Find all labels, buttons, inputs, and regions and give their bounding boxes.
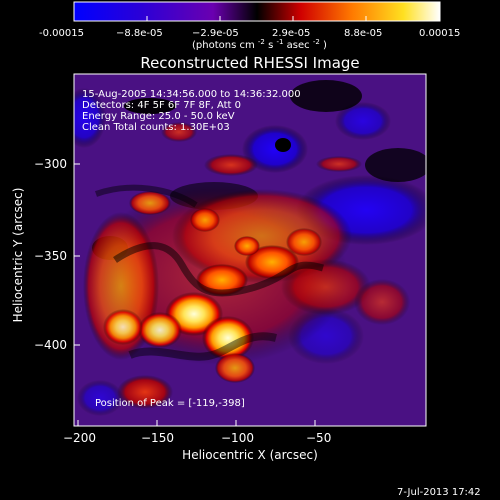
y-axis: −300 −350 −400 Heliocentric Y (arcsec): [11, 157, 80, 352]
colorbar-units-sup-3: -2: [313, 38, 320, 46]
colorbar-units-sup-1: -2: [258, 38, 265, 46]
colorbar-units-close: ): [323, 40, 327, 51]
right-warm-blob: [281, 259, 371, 315]
hot-knot-left: [103, 309, 143, 345]
y-tick-label-3: −400: [34, 338, 67, 352]
colorbar-tick-label-5: 8.8e-05: [344, 28, 382, 39]
x-tick-label-3: −100: [221, 431, 254, 445]
red-blob-bottom-left: [117, 375, 173, 409]
colorbar-units-end: asec: [287, 40, 310, 51]
warm-knot-top-left: [129, 191, 171, 215]
hot-knot-main-2: [138, 312, 182, 348]
dark-band-top: [124, 98, 176, 114]
annotation-time-range: 15-Aug-2005 14:34:56.000 to 14:36:32.000: [82, 89, 301, 100]
x-tick-label-2: −150: [141, 431, 174, 445]
dark-spot-top: [275, 138, 291, 152]
x-tick-label-4: −50: [306, 431, 331, 445]
dark-contour-1: [113, 242, 324, 297]
colorbar-units-label: (photons cm -2 s -1 asec -2 ): [192, 36, 327, 51]
annotation-detectors: Detectors: 4F 5F 6F 7F 8F, Att 0: [82, 100, 241, 111]
dark-band-far-right: [365, 148, 426, 182]
blue-region-upper-right: [335, 102, 391, 140]
warm-knot-top-center: [234, 236, 260, 256]
colorbar: -0.00015 −8.8e-05 −2.9e-05 2.9e-05 8.8e-…: [39, 1, 460, 51]
warm-knot-top-middle: [190, 208, 220, 232]
red-band-upper-middle: [204, 154, 258, 176]
colorbar-units-main: (photons cm: [192, 40, 255, 51]
colorbar-tick-label-6: 0.00015: [419, 28, 460, 39]
colorbar-units-mid: s: [268, 40, 273, 51]
blue-region-top: [242, 125, 308, 173]
red-band-upper-right: [316, 156, 362, 172]
colorbar-tick-label-2: −8.8e-05: [116, 28, 163, 39]
generated-timestamp: 7-Jul-2013 17:42: [397, 487, 481, 498]
colorbar-gradient: [73, 1, 441, 22]
annotation-energy-range: Energy Range: 25.0 - 50.0 keV: [82, 111, 235, 122]
blue-region-left: [74, 88, 106, 148]
x-axis: −200 −150 −100 −50 Heliocentric X (arcse…: [63, 420, 331, 462]
colorbar-tick-label-4: 2.9e-05: [272, 28, 310, 39]
red-spot-upper-left: [161, 122, 197, 142]
warm-knot-right: [286, 228, 322, 256]
warm-knot-bottom: [215, 353, 255, 383]
colorbar-tick-label-1: -0.00015: [39, 28, 84, 39]
hot-knot-peak: [202, 316, 254, 360]
dark-contour-2: [128, 332, 277, 361]
upper-warm-band: [172, 189, 352, 283]
y-axis-label: Heliocentric Y (arcsec): [11, 188, 25, 323]
colorbar-units-sup-2: -1: [276, 38, 283, 46]
plot-title: Reconstructed RHESSI Image: [140, 54, 359, 72]
blue-region-lower-left: [77, 380, 123, 416]
colorbar-tick-label-3: −2.9e-05: [192, 28, 239, 39]
y-tick-label-1: −300: [34, 157, 67, 171]
red-blob-right-lower: [354, 279, 410, 325]
dark-contour-3: [95, 184, 198, 208]
plot-frame: [73, 73, 427, 427]
annotation-clean-counts: Clean Total counts: 1.30E+03: [82, 122, 230, 133]
dark-band-right: [290, 80, 362, 112]
y-tick-label-2: −350: [34, 249, 67, 263]
x-tick-label-1: −200: [63, 431, 96, 445]
x-axis-label: Heliocentric X (arcsec): [182, 448, 318, 462]
annotation-peak-position: Position of Peak = [-119,-398]: [95, 398, 245, 409]
rhessi-image: [73, 73, 427, 427]
